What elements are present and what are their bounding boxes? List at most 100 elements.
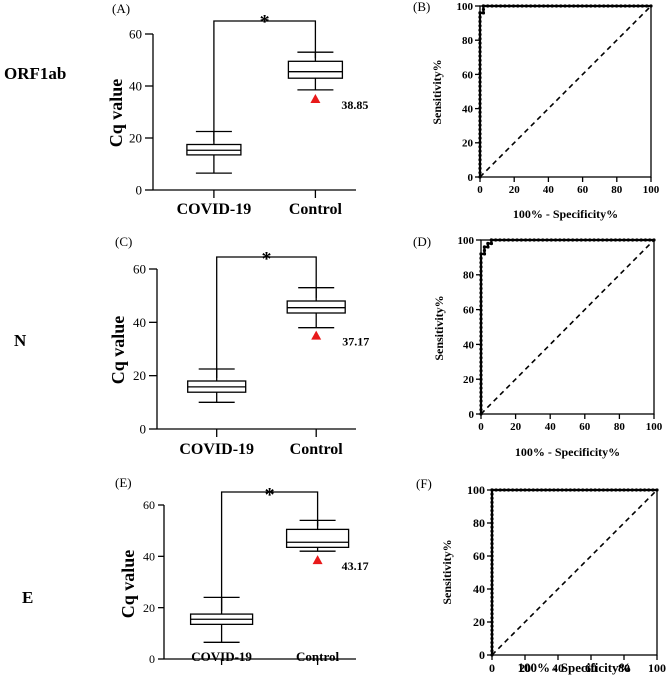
box-panel-1-category-label: Control	[290, 441, 344, 458]
roc-panel-1-roc-point	[482, 252, 487, 256]
roc-panel-2-roc-point	[490, 620, 494, 624]
roc-panel-2-reference-line	[491, 489, 658, 656]
roc-panel-0-roc-point	[610, 4, 614, 8]
roc-panel-1-x-tick-label: 0	[478, 421, 484, 433]
roc-panel-2-roc-point	[515, 488, 519, 492]
roc-panel-0-roc-point	[478, 84, 482, 88]
roc-panel-0-x-tick-label: 0	[477, 184, 483, 196]
roc-panel-2-roc-markers	[490, 488, 659, 657]
roc-panel-1-y-tick-label: 0	[469, 409, 475, 421]
roc-panel-0-roc-point	[619, 4, 623, 8]
roc-panel-1-roc-point	[618, 238, 622, 242]
roc-panel-1-x-tick-label: 60	[579, 421, 591, 433]
roc-panel-0-roc-point	[567, 4, 571, 8]
roc-panel-1-roc-point	[479, 278, 483, 282]
roc-panel-0-roc-point	[478, 32, 482, 37]
roc-panel-1-roc-point	[479, 408, 483, 412]
roc-panel-1-roc-point	[489, 241, 493, 246]
roc-panel-2-roc-point	[490, 550, 494, 554]
roc-panel-1-y-tick-label: 20	[463, 374, 475, 386]
roc-panel-2-roc-point	[490, 488, 494, 492]
box-panel-0-significance-star: *	[260, 11, 270, 33]
roc-panel-0-roc-point	[478, 28, 482, 32]
roc-panel-1-roc-point	[626, 238, 630, 242]
roc-panel-1-x-axis-label: 100% - Specificity%	[515, 445, 620, 459]
roc-panel-2-roc-point	[630, 488, 634, 492]
roc-panel-2-roc-point	[490, 645, 494, 649]
roc-panel-1-roc-point	[479, 360, 483, 364]
box-panel-1-label: (C)	[115, 234, 132, 249]
box-panel-2-cutoff-label: 43.17	[342, 559, 369, 573]
roc-panel-1-roc-point	[479, 325, 483, 330]
roc-panel-1-roc-point	[588, 238, 592, 242]
box-panel-0-box	[287, 60, 344, 79]
roc-panel-0-roc-point	[478, 149, 482, 153]
roc-panel-0-y-tick-label: 80	[462, 35, 474, 47]
box-panel-1-cutoff-label: 37.17	[342, 335, 369, 349]
roc-panel-0-roc-point	[478, 89, 482, 93]
roc-panel-2-roc-point	[626, 488, 630, 492]
roc-panel-1-y-axis-label: Sensitivity%	[432, 295, 446, 360]
roc-panel-0-roc-point	[478, 175, 482, 179]
roc-panel-1-roc-point	[479, 299, 483, 304]
roc-panel-0-roc-point	[481, 4, 486, 8]
roc-panel-2-roc-point	[593, 488, 597, 492]
roc-panel-2-roc-point	[622, 488, 626, 492]
roc-panel-2-roc-point	[490, 558, 494, 562]
roc-panel-2-roc-point	[577, 488, 581, 492]
box-panel-1-y-axis-label: Cq value	[108, 316, 128, 385]
roc-panel-1-roc-point	[635, 238, 639, 242]
roc-panel-2-roc-point	[490, 599, 494, 603]
roc-panel-1-roc-point	[479, 369, 483, 373]
roc-panel-2-roc-point	[490, 542, 494, 546]
box-panel-2-significance-star: *	[265, 484, 275, 506]
roc-panel-1-roc-point	[639, 238, 643, 242]
row-label-e: E	[22, 588, 33, 607]
roc-panel-1-roc-point	[479, 403, 483, 407]
roc-panel-0-roc-point	[478, 136, 482, 140]
roc-panel-2-roc-point	[490, 608, 494, 612]
roc-panel-0-x-tick-label: 60	[577, 184, 589, 196]
roc-panel-1-roc-point	[479, 269, 483, 273]
box-panel-2-box	[285, 528, 350, 549]
roc-panel-0-y-tick-label: 0	[468, 172, 474, 184]
roc-panel-2-roc-point	[548, 488, 552, 492]
box-panel-0-significance-bracket	[213, 20, 317, 142]
box-panel-1-y-tick-label: 20	[133, 368, 146, 383]
roc-panel-2-x-axis-label: 100% - Specificity%	[517, 660, 631, 675]
roc-panel-0-roc-point	[478, 41, 482, 45]
roc-panel-2-x-tick-label: 40	[552, 661, 564, 675]
roc-panel-0-roc-point	[597, 4, 602, 8]
roc-panel-0-roc-point	[649, 4, 653, 8]
roc-panel-0-roc-point	[478, 50, 482, 54]
roc-panel-1-roc-point	[506, 238, 511, 242]
roc-panel-0-roc-point	[520, 4, 524, 8]
roc-panel-2-roc-point	[490, 537, 494, 542]
roc-panel-0-roc-point	[632, 4, 636, 8]
roc-panel-0-roc-point	[481, 7, 486, 12]
roc-panel-2-roc-point	[531, 488, 535, 492]
roc-panel-2-roc-point	[490, 632, 494, 636]
roc-panel-2-roc-point	[490, 513, 494, 517]
roc-panel-1-roc-point	[592, 238, 596, 242]
roc-panel-0-roc-point	[478, 80, 482, 84]
roc-panel-2-y-tick-label: 20	[473, 615, 485, 629]
roc-panel-0-roc-point	[478, 166, 482, 170]
roc-panel-0-roc-point	[481, 11, 486, 15]
roc-panel-1-label: (D)	[413, 234, 431, 249]
roc-panel-0-roc-point	[478, 71, 482, 75]
roc-panel-1-roc-point	[479, 252, 483, 256]
roc-panel-0-roc-point	[478, 132, 482, 136]
roc-panel-2-roc-point	[490, 583, 494, 587]
roc-panel-1-roc-point	[479, 308, 483, 312]
roc-panel-0-roc-point	[478, 127, 482, 132]
box-panel-1-y-tick-label: 40	[133, 315, 146, 330]
roc-panel-1-roc-point	[479, 343, 483, 347]
roc-panel-2-roc-point	[490, 591, 494, 595]
roc-panel-1-roc-point	[553, 238, 558, 242]
roc-panel-0-roc-point	[627, 4, 632, 8]
roc-panel-1-roc-point	[479, 304, 483, 308]
roc-panel-2-y-tick-label: 60	[473, 549, 485, 563]
roc-panel-1-roc-point	[486, 245, 490, 249]
